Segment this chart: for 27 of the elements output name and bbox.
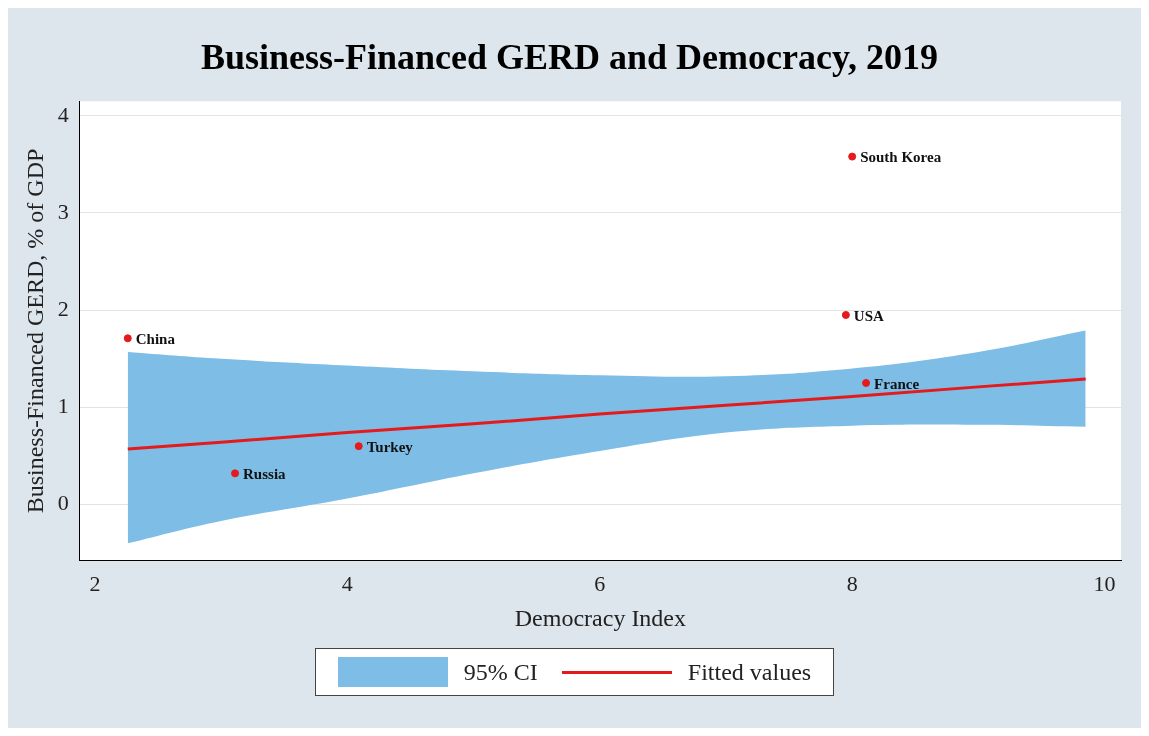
text: 95% CI [463, 658, 538, 686]
annotation: South Korea [860, 149, 942, 166]
point [354, 442, 363, 451]
point [841, 310, 850, 319]
legend-label: Fitted values [687, 658, 812, 686]
y-tick-label: 0 [57, 490, 69, 516]
x-tick-label: 6 [594, 570, 606, 596]
annotation: China [135, 331, 176, 348]
y-tick-label: 3 [57, 198, 69, 224]
x-tick-label: 2 [89, 570, 101, 596]
annotation: Russia [243, 466, 287, 483]
x-axis-title: Democracy Index [514, 604, 687, 631]
x-tick-label: 8 [846, 570, 858, 596]
annotation: USA [853, 307, 885, 324]
point [123, 334, 132, 343]
x-tick-label: 4 [341, 570, 353, 596]
point [862, 378, 871, 387]
y-tick-label: 4 [57, 101, 69, 127]
point [231, 469, 240, 478]
annotation: Turkey [366, 439, 414, 456]
annotation: France [874, 375, 920, 392]
point [848, 152, 857, 161]
x-tick-label: 10 [1093, 570, 1116, 596]
chart-title: Business-Financed GERD and Democracy, 2019 [200, 36, 939, 77]
y-tick-label: 1 [57, 393, 69, 419]
y-axis-title: Business-Financed GERD, % of GDP [21, 148, 48, 514]
y-tick-label: 2 [57, 295, 69, 321]
